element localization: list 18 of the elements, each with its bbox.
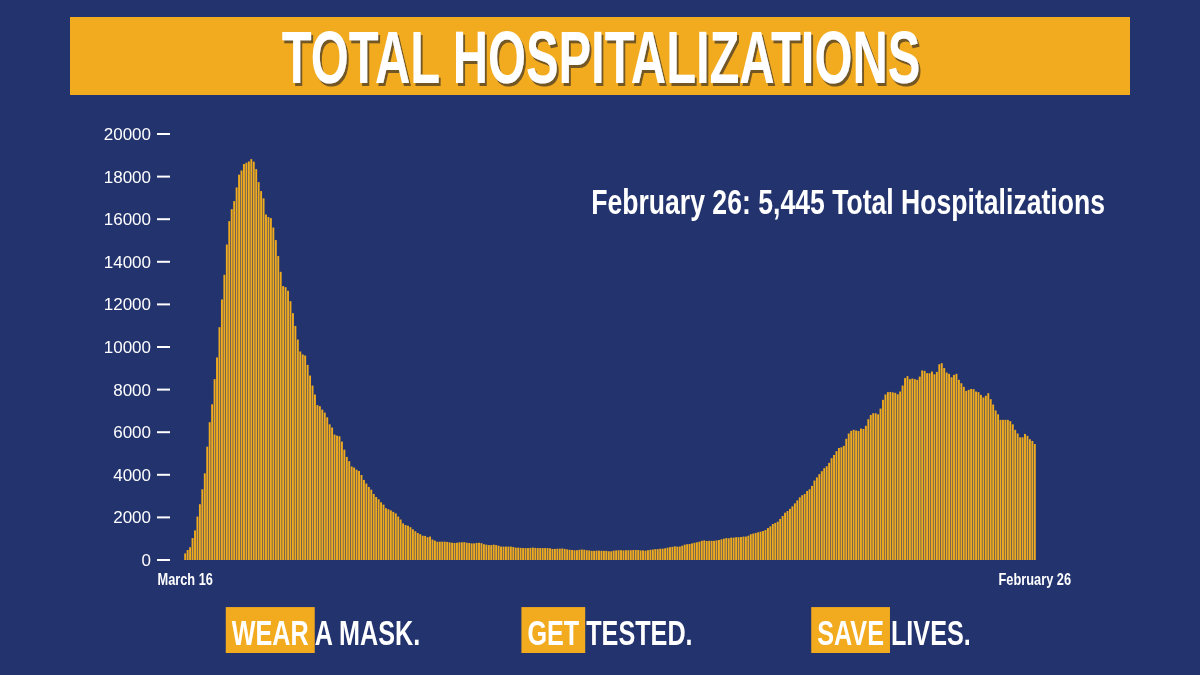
y-tick-label: 6000 [113, 423, 151, 443]
text: GET TESTED. [527, 612, 693, 654]
y-tick-label: 0 [141, 550, 151, 570]
text: WEAR A MASK. [231, 612, 421, 654]
y-tick-label: 10000 [103, 337, 151, 357]
y-tick-label: 8000 [113, 380, 151, 400]
y-tick-label: 2000 [113, 508, 151, 528]
chart-title: TOTAL HOSPITALIZATIONS [281, 15, 921, 99]
y-tick-label: 14000 [103, 252, 151, 272]
x-tick-label: March 16 [157, 570, 213, 589]
text: SAVE LIVES. [817, 612, 971, 654]
annotation: February 26: 5,445 Total Hospitalizations [591, 182, 1105, 222]
x-tick-label: February 26 [998, 570, 1072, 589]
y-tick-label: 4000 [113, 465, 151, 485]
y-tick-label: 20000 [103, 124, 151, 144]
y-tick-label: 18000 [103, 167, 151, 187]
y-tick-label: 16000 [103, 210, 151, 230]
y-tick-label: 12000 [103, 295, 151, 315]
